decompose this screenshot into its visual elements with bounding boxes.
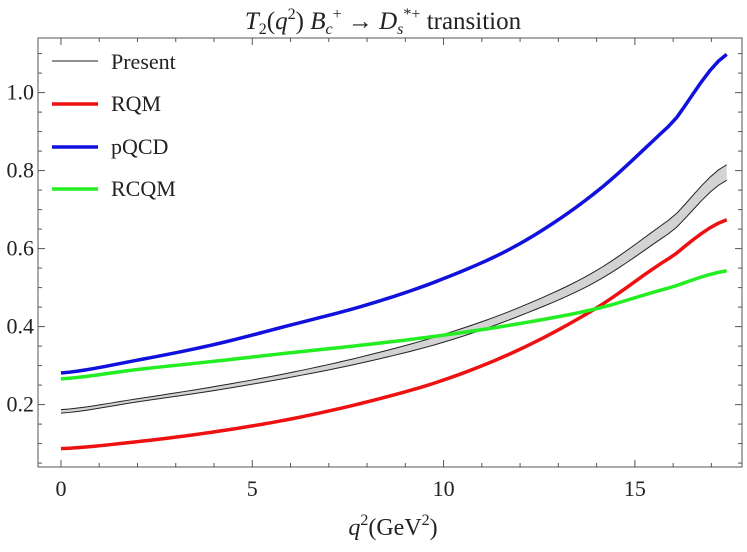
y-tick-label: 1.0 — [7, 80, 35, 105]
present-band-lower-edge — [60, 179, 727, 414]
y-tick-label: 0.6 — [7, 236, 35, 261]
present-band-upper-edge — [60, 164, 727, 411]
x-tick-label: 0 — [55, 476, 66, 501]
series-line-rcqm — [60, 269, 728, 381]
ticks-layer: 0 5 10 15 0.2 0.4 0.6 0.8 1.0 — [7, 38, 742, 501]
plot-frame — [37, 37, 743, 468]
y-tick-label: 0.8 — [7, 158, 35, 183]
x-tick-label: 15 — [624, 476, 646, 501]
present-band-layer — [60, 164, 727, 414]
x-tick-label: 5 — [247, 476, 258, 501]
series-layer — [60, 53, 728, 451]
legend-label-pqcd: pQCD — [111, 134, 168, 159]
series-line-pqcd — [60, 53, 728, 375]
legend: Present RQM pQCD RCQM — [52, 49, 176, 201]
chart-title: T2(q2) Bc+ → Ds*+ transition — [245, 6, 522, 38]
legend-label-present: Present — [111, 49, 176, 74]
series-line-rqm — [60, 218, 728, 451]
x-tick-label: 10 — [433, 476, 455, 501]
legend-label-rcqm: RCQM — [111, 176, 176, 201]
legend-label-rqm: RQM — [111, 91, 161, 116]
x-axis-label: q2(GeV2) — [348, 512, 437, 541]
y-tick-label: 0.2 — [7, 392, 35, 417]
y-tick-label: 0.4 — [7, 314, 35, 339]
